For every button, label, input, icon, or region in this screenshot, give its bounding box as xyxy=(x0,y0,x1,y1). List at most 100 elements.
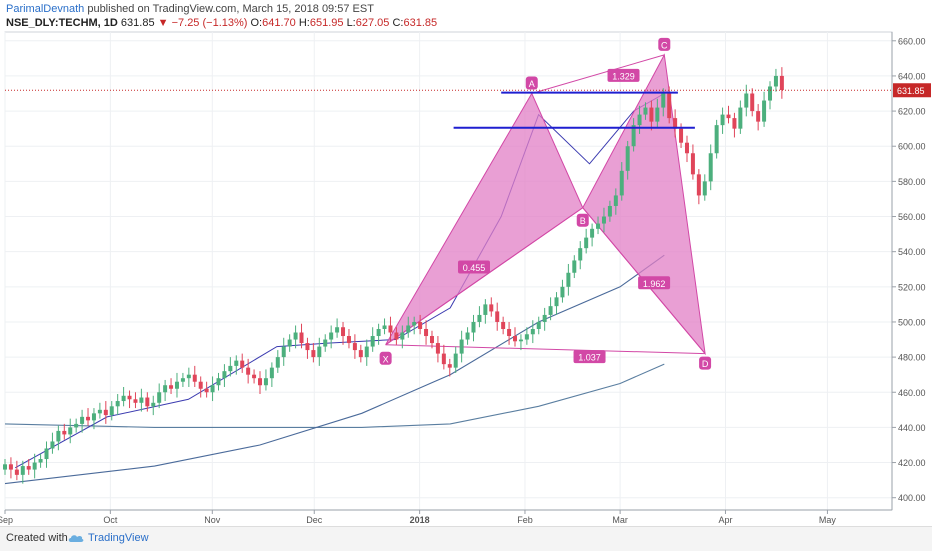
candle-body xyxy=(80,416,85,424)
open-value: 641.70 xyxy=(262,17,296,29)
candle-body xyxy=(619,170,624,196)
candle-body xyxy=(127,395,132,400)
candle-body xyxy=(169,385,174,389)
candle-body xyxy=(376,328,381,337)
candle-body xyxy=(613,195,618,206)
candle-body xyxy=(596,223,601,229)
candle-body xyxy=(222,371,227,379)
candle-body xyxy=(679,128,684,143)
pattern-point-badge xyxy=(658,37,671,51)
ratio-badge xyxy=(638,276,671,290)
price-tick-label: 660.00 xyxy=(898,36,926,46)
candle-body xyxy=(566,272,571,287)
candle-body xyxy=(756,111,761,122)
candle-body xyxy=(192,374,197,382)
candle-body xyxy=(507,328,512,337)
candle-body xyxy=(311,350,316,358)
candle-body xyxy=(429,336,434,344)
time-axis[interactable]: Sep Oct Nov Dec 2018 Feb Mar Apr May xyxy=(0,509,892,525)
candle-body xyxy=(216,378,221,386)
candle-body xyxy=(263,378,268,386)
price-tick-label: 640.00 xyxy=(898,71,926,81)
pattern-point-badge xyxy=(379,351,392,365)
pattern-point-label: B xyxy=(580,216,586,226)
candle-body xyxy=(726,114,731,119)
candle-body xyxy=(388,325,393,333)
pattern-point-label: A xyxy=(529,79,535,89)
candle-body xyxy=(14,469,19,475)
pattern-point-badge xyxy=(576,213,589,227)
candle-body xyxy=(702,181,707,196)
low-label: L: xyxy=(346,17,356,29)
candle-body xyxy=(240,360,245,368)
pattern-labels: X A B C D 0.455 1.329 1.962 1.037 xyxy=(379,37,712,370)
candle-body xyxy=(400,332,405,340)
candle-body xyxy=(329,332,334,340)
candle-body xyxy=(32,462,37,470)
time-tick-label: Oct xyxy=(103,515,118,525)
time-tick-label: Feb xyxy=(517,515,533,525)
sma-mid-line xyxy=(4,254,665,485)
sma-long-line xyxy=(4,363,665,428)
candle-body xyxy=(8,464,13,470)
time-tick-label: 2018 xyxy=(410,515,430,525)
last-price-label: 631.85 xyxy=(897,86,925,96)
candle-body xyxy=(364,346,369,358)
candle-body xyxy=(590,228,595,238)
candle-body xyxy=(708,153,713,182)
candle-body xyxy=(773,75,778,87)
candle-body xyxy=(133,399,138,403)
candle-body xyxy=(495,311,500,322)
candle-body xyxy=(293,332,298,340)
candle-body xyxy=(536,321,541,329)
time-tick-label: Mar xyxy=(612,515,628,525)
candle-body xyxy=(115,401,120,407)
author-name[interactable]: ParimalDevnath xyxy=(6,3,85,15)
sma-short-line xyxy=(14,93,665,469)
change-down-icon: ▼ xyxy=(157,17,169,29)
candle-body xyxy=(139,397,144,403)
candle-body xyxy=(501,321,506,329)
candle-body xyxy=(738,107,743,129)
candle-body xyxy=(714,125,719,154)
last-price-badge xyxy=(893,83,931,98)
price-chart[interactable]: 400.00 420.00 440.00 460.00 480.00 500.00 520.… xyxy=(0,0,932,526)
candle-body xyxy=(358,350,363,358)
candle-body xyxy=(768,86,773,101)
candle-body xyxy=(68,427,73,435)
horizontal-levels[interactable] xyxy=(5,89,892,129)
candle-body xyxy=(352,343,357,351)
candle-body xyxy=(744,93,749,108)
candle-body xyxy=(151,402,156,407)
candle-body xyxy=(157,392,162,403)
candle-body xyxy=(180,378,185,382)
candle-body xyxy=(631,125,636,147)
pattern-point-badge xyxy=(699,356,712,370)
candle-body xyxy=(554,297,559,307)
candle-body xyxy=(578,248,583,261)
candle-body xyxy=(74,423,79,428)
candle-body xyxy=(572,260,577,273)
candle-body xyxy=(198,381,203,389)
ratio-badge xyxy=(607,68,640,82)
candle-body xyxy=(26,466,31,470)
price-tick-label: 520.00 xyxy=(898,282,926,292)
candle-body xyxy=(163,385,168,393)
ratio-label: 1.037 xyxy=(578,353,601,363)
created-with-text: Created with xyxy=(6,532,68,544)
candles xyxy=(3,67,784,484)
candle-body xyxy=(637,114,642,126)
price-axis[interactable]: 400.00 420.00 440.00 460.00 480.00 500.00 520.… xyxy=(891,32,931,510)
harmonic-leg-xd xyxy=(385,344,706,355)
price-tick-label: 460.00 xyxy=(898,388,926,398)
ratio-badge xyxy=(457,260,490,274)
candle-body xyxy=(346,336,351,344)
tradingview-brand[interactable]: TradingView xyxy=(88,532,149,544)
price-tick-label: 420.00 xyxy=(898,458,926,468)
candle-body xyxy=(649,107,654,122)
candle-body xyxy=(661,93,666,108)
candle-body xyxy=(103,409,108,416)
candle-body xyxy=(234,360,239,366)
candle-body xyxy=(447,364,452,368)
candle-body xyxy=(394,332,399,340)
